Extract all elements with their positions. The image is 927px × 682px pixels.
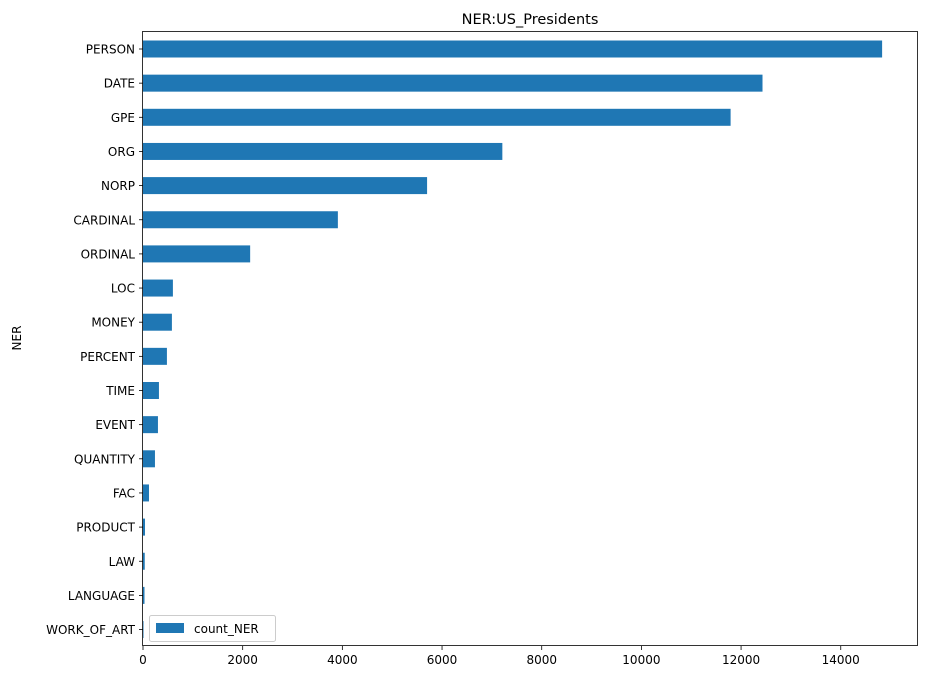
bar-ordinal bbox=[143, 245, 251, 263]
bar-law bbox=[143, 552, 145, 570]
bar-fac bbox=[143, 484, 149, 502]
bar-gpe bbox=[143, 108, 731, 126]
bar-money bbox=[143, 313, 172, 331]
y-tick-label: NORP bbox=[101, 179, 135, 193]
bar-loc bbox=[143, 279, 173, 297]
bar-product bbox=[143, 518, 145, 536]
x-tick-label: 4000 bbox=[327, 653, 358, 667]
y-tick-label: ORG bbox=[108, 145, 135, 159]
bar-date bbox=[143, 74, 763, 92]
y-tick-label: LAW bbox=[109, 555, 136, 569]
y-tick-label: TIME bbox=[105, 384, 135, 398]
x-tick-label: 12000 bbox=[722, 653, 760, 667]
bar-percent bbox=[143, 347, 167, 365]
bar-org bbox=[143, 142, 503, 160]
y-tick-label: PERSON bbox=[86, 43, 135, 57]
bar-cardinal bbox=[143, 211, 338, 229]
y-tick-label: EVENT bbox=[95, 418, 135, 432]
x-tick-label: 2000 bbox=[227, 653, 258, 667]
legend-box bbox=[149, 615, 276, 642]
bars-group bbox=[143, 40, 883, 639]
y-tick-label: LANGUAGE bbox=[68, 589, 135, 603]
legend: count_NER bbox=[149, 615, 276, 642]
y-tick-label: GPE bbox=[111, 111, 135, 125]
y-tick-group: PERSON DATE GPE ORG NORP CARDINAL ORDINAL LOC MO… bbox=[46, 43, 143, 637]
y-tick-label: WORK_OF_ART bbox=[46, 623, 136, 637]
x-tick-group: 0 2000 4000 6000 8000 10000 12000 14000 bbox=[139, 646, 860, 667]
y-tick-label: FAC bbox=[113, 486, 135, 500]
bar-work-of-art bbox=[143, 621, 144, 639]
chart-title: NER:US_Presidents bbox=[462, 12, 599, 28]
legend-label: count_NER bbox=[194, 622, 259, 636]
x-tick-label: 0 bbox=[139, 653, 147, 667]
bar-time bbox=[143, 382, 159, 399]
y-tick-label: CARDINAL bbox=[73, 213, 135, 227]
y-axis-label: NER bbox=[10, 326, 24, 351]
y-tick-label: QUANTITY bbox=[74, 452, 136, 466]
y-tick-label: DATE bbox=[104, 77, 135, 91]
bar-norp bbox=[143, 177, 428, 195]
y-tick-label: PERCENT bbox=[80, 350, 135, 364]
x-tick-label: 10000 bbox=[622, 653, 660, 667]
bar-person bbox=[143, 40, 883, 58]
x-tick-label: 14000 bbox=[822, 653, 860, 667]
x-tick-label: 8000 bbox=[526, 653, 557, 667]
legend-swatch bbox=[156, 623, 184, 633]
y-tick-label: LOC bbox=[111, 282, 135, 296]
x-tick-label: 6000 bbox=[427, 653, 458, 667]
y-tick-label: PRODUCT bbox=[76, 521, 135, 535]
bar-language bbox=[143, 586, 145, 604]
plot-frame bbox=[142, 31, 918, 646]
y-tick-label: ORDINAL bbox=[81, 247, 136, 261]
bar-quantity bbox=[143, 450, 155, 468]
y-tick-label: MONEY bbox=[91, 316, 135, 330]
bar-event bbox=[143, 416, 158, 434]
